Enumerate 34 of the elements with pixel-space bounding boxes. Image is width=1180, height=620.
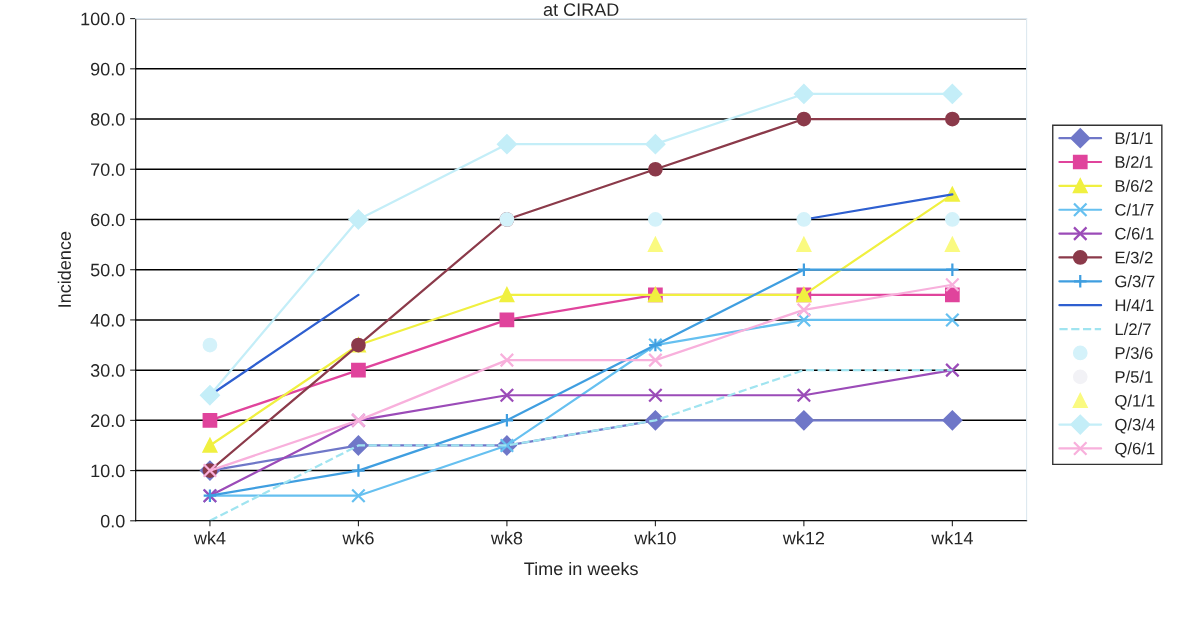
x-tick-label: wk6 [342, 531, 374, 545]
x-tick-label: wk14 [931, 531, 973, 545]
legend-label: B/1/1 [1115, 131, 1153, 145]
legend-label: P/5/1 [1115, 370, 1153, 383]
x-tick-label: wk4 [193, 531, 226, 545]
x-tick-label: wk10 [634, 531, 676, 545]
y-axis-title: Incidence [57, 231, 71, 307]
y-tick-label: 90.0 [90, 62, 125, 76]
y-tick-label: 50.0 [90, 263, 125, 277]
y-tick-label: 100.0 [81, 12, 125, 26]
legend-label: Q/3/4 [1115, 418, 1155, 434]
y-tick-label: 80.0 [90, 112, 125, 126]
legend-label: B/6/2 [1115, 179, 1153, 192]
legend-label: C/6/1 [1115, 227, 1154, 240]
legend-label: Q/1/1 [1115, 394, 1155, 410]
legend-label: E/3/2 [1115, 251, 1153, 264]
x-tick-label: wk8 [490, 531, 523, 545]
y-tick-label: 0.0 [100, 514, 125, 528]
legend-label: P/3/6 [1115, 346, 1153, 359]
y-tick-label: 70.0 [91, 163, 125, 176]
legend-label: B/2/1 [1115, 155, 1153, 168]
chart-title: at CIRAD [543, 3, 619, 16]
x-tick-label: wk12 [782, 531, 825, 545]
legend-label: G/3/7 [1115, 275, 1155, 288]
y-tick-label: 20.0 [91, 414, 125, 428]
y-tick-label: 40.0 [90, 313, 125, 327]
x-axis-title: Time in weeks [524, 561, 638, 576]
legend-label: L/2/7 [1115, 322, 1151, 336]
y-tick-label: 60.0 [91, 213, 125, 227]
y-tick-label: 30.0 [90, 364, 125, 377]
legend-label: Q/6/1 [1115, 442, 1155, 458]
y-tick-label: 10.0 [91, 464, 125, 478]
legend-label: H/4/1 [1115, 298, 1154, 312]
legend-label: C/1/7 [1115, 203, 1154, 216]
